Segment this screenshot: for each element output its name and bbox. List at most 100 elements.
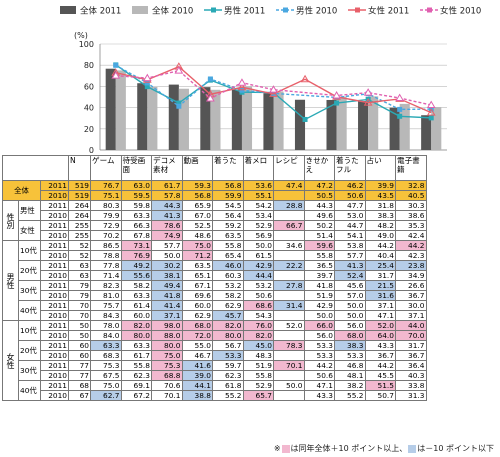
value-cell: 48.2 (364, 220, 396, 231)
value-cell: 63.5 (212, 230, 244, 241)
legend-label-5: 女性 2010 (440, 6, 481, 17)
year-cell: 2010 (40, 330, 69, 341)
value-cell: 62.9 (212, 300, 244, 311)
sub-label: 20代 (18, 340, 41, 361)
table-row: 2010 519 75.1 59.5 57.8 56.8 59.9 55.1 50.5 50.6 4… (3, 190, 427, 201)
value-cell: 63.3 (120, 340, 152, 351)
value-cell: 75.7 (90, 300, 122, 311)
legend-swatch-0 (60, 6, 76, 14)
year-cell: 2011 (40, 180, 69, 191)
value-cell: 75.3 (151, 360, 183, 371)
value-cell: 44.2 (303, 360, 335, 371)
value-cell: 46.7 (181, 350, 213, 361)
value-cell: 55.8 (212, 240, 244, 251)
header-n: N (68, 155, 91, 181)
value-cell: 50.6 (334, 190, 366, 201)
value-cell: 84.3 (90, 310, 122, 321)
value-cell: 58.2 (212, 290, 244, 301)
value-cell: 82.0 (120, 320, 152, 331)
value-cell: 56.0 (334, 320, 366, 331)
table-row: 2010 255 70.2 67.8 74.9 48.6 63.5 56.9 51.4 54.1 4… (3, 230, 427, 241)
value-cell: 55.2 (334, 390, 366, 401)
value-cell: 37.1 (151, 310, 183, 321)
value-cell: 80.0 (120, 330, 152, 341)
value-cell: 21.5 (364, 280, 396, 291)
value-cell: 49.2 (120, 260, 152, 271)
y-tick-3: 60 (84, 82, 94, 91)
note-lo-text: は－10 ポイント以下 (417, 444, 494, 453)
value-cell: 67.0 (181, 210, 213, 221)
value-cell (273, 310, 305, 321)
value-cell: 78.8 (90, 250, 122, 261)
value-cell: 60.3 (212, 270, 244, 281)
value-cell: 52.9 (242, 380, 274, 391)
value-cell: 57.7 (151, 240, 183, 251)
header-9: 占い (364, 155, 396, 181)
value-cell: 36.4 (395, 360, 427, 371)
value-cell: 54.3 (242, 310, 274, 321)
value-cell: 46.0 (212, 260, 244, 271)
value-cell: 63.3 (90, 340, 122, 351)
value-cell: 51.9 (303, 290, 335, 301)
n-cell: 70 (68, 310, 91, 321)
value-cell: 53.3 (303, 350, 335, 361)
value-cell: 53.3 (303, 340, 335, 351)
value-cell: 63.5 (181, 260, 213, 271)
value-cell: 62.3 (120, 370, 152, 381)
value-cell: 62.7 (90, 390, 122, 401)
value-cell: 46.8 (334, 360, 366, 371)
bar-0-1 (137, 83, 148, 150)
year-cell: 2010 (40, 270, 69, 281)
value-cell: 66.3 (120, 220, 152, 231)
bar-1-5 (273, 91, 284, 150)
value-cell: 75.3 (90, 360, 122, 371)
table-row: 女性 2011 255 72.9 66.3 78.6 52.5 59.2 52.9 66.7 50.… (3, 220, 427, 241)
bar-0-3 (200, 87, 211, 150)
bar-1-2 (178, 88, 189, 150)
table-row: 性別 男性 2011 264 80.3 59.8 44.3 65.9 54.5 54.2 28.8 4… (2, 200, 427, 241)
value-cell: 38.3 (364, 210, 396, 221)
point-3-8 (395, 93, 405, 102)
n-cell: 52 (68, 240, 91, 251)
value-cell: 80.3 (90, 200, 122, 211)
point-3-7 (363, 88, 373, 96)
value-cell: 71.4 (90, 270, 122, 281)
year-cell: 2010 (40, 230, 69, 241)
value-cell: 98.0 (151, 320, 183, 331)
value-cell: 53.3 (212, 350, 244, 361)
year-cell: 2011 (40, 260, 69, 271)
value-cell (273, 290, 305, 301)
value-cell: 59.3 (181, 180, 213, 191)
value-cell: 45.5 (364, 370, 396, 381)
value-cell: 44.2 (364, 240, 396, 251)
value-cell: 53.4 (242, 210, 274, 221)
value-cell: 76.7 (90, 180, 122, 191)
value-cell: 36.7 (395, 350, 427, 361)
value-cell: 50.0 (334, 300, 366, 311)
value-cell (273, 330, 305, 341)
sub-label: 10代 (18, 320, 41, 341)
sub-label: 女性 (18, 220, 41, 241)
value-cell: 78.0 (90, 320, 122, 331)
value-cell: 25.4 (364, 260, 396, 271)
value-cell: 41.8 (303, 280, 335, 291)
header-6: レシピ (273, 155, 305, 181)
n-cell: 519 (68, 190, 91, 201)
value-cell: 62.3 (212, 370, 244, 381)
year-cell: 2011 (40, 320, 69, 331)
sub-label: 40代 (18, 300, 41, 321)
table-row: 40代 2011 68 75.0 69.1 70.6 44.1 61.8 52.9 50.0 47.… (3, 380, 427, 401)
point-0-10 (428, 115, 434, 121)
value-cell: 82.0 (242, 330, 274, 341)
value-cell: 79.9 (90, 210, 122, 221)
value-cell: 55.0 (181, 340, 213, 351)
n-cell: 63 (68, 270, 91, 281)
point-0-9 (397, 113, 403, 119)
legend-swatch-1 (132, 6, 148, 14)
value-cell: 63.3 (120, 290, 152, 301)
value-cell: 46.2 (334, 180, 366, 191)
table-row: 全体 2011 519 76.7 63.0 61.7 59.3 56.8 53.6 47.4 47.… (2, 180, 427, 201)
bar-1-4 (241, 86, 253, 150)
n-cell: 79 (68, 290, 91, 301)
header-row: N ゲーム 待受画面 デコメ素材 動画 着うた 着メロ レシピ きせかえ 着うたフル 占い 電子書籍 (2, 155, 427, 181)
